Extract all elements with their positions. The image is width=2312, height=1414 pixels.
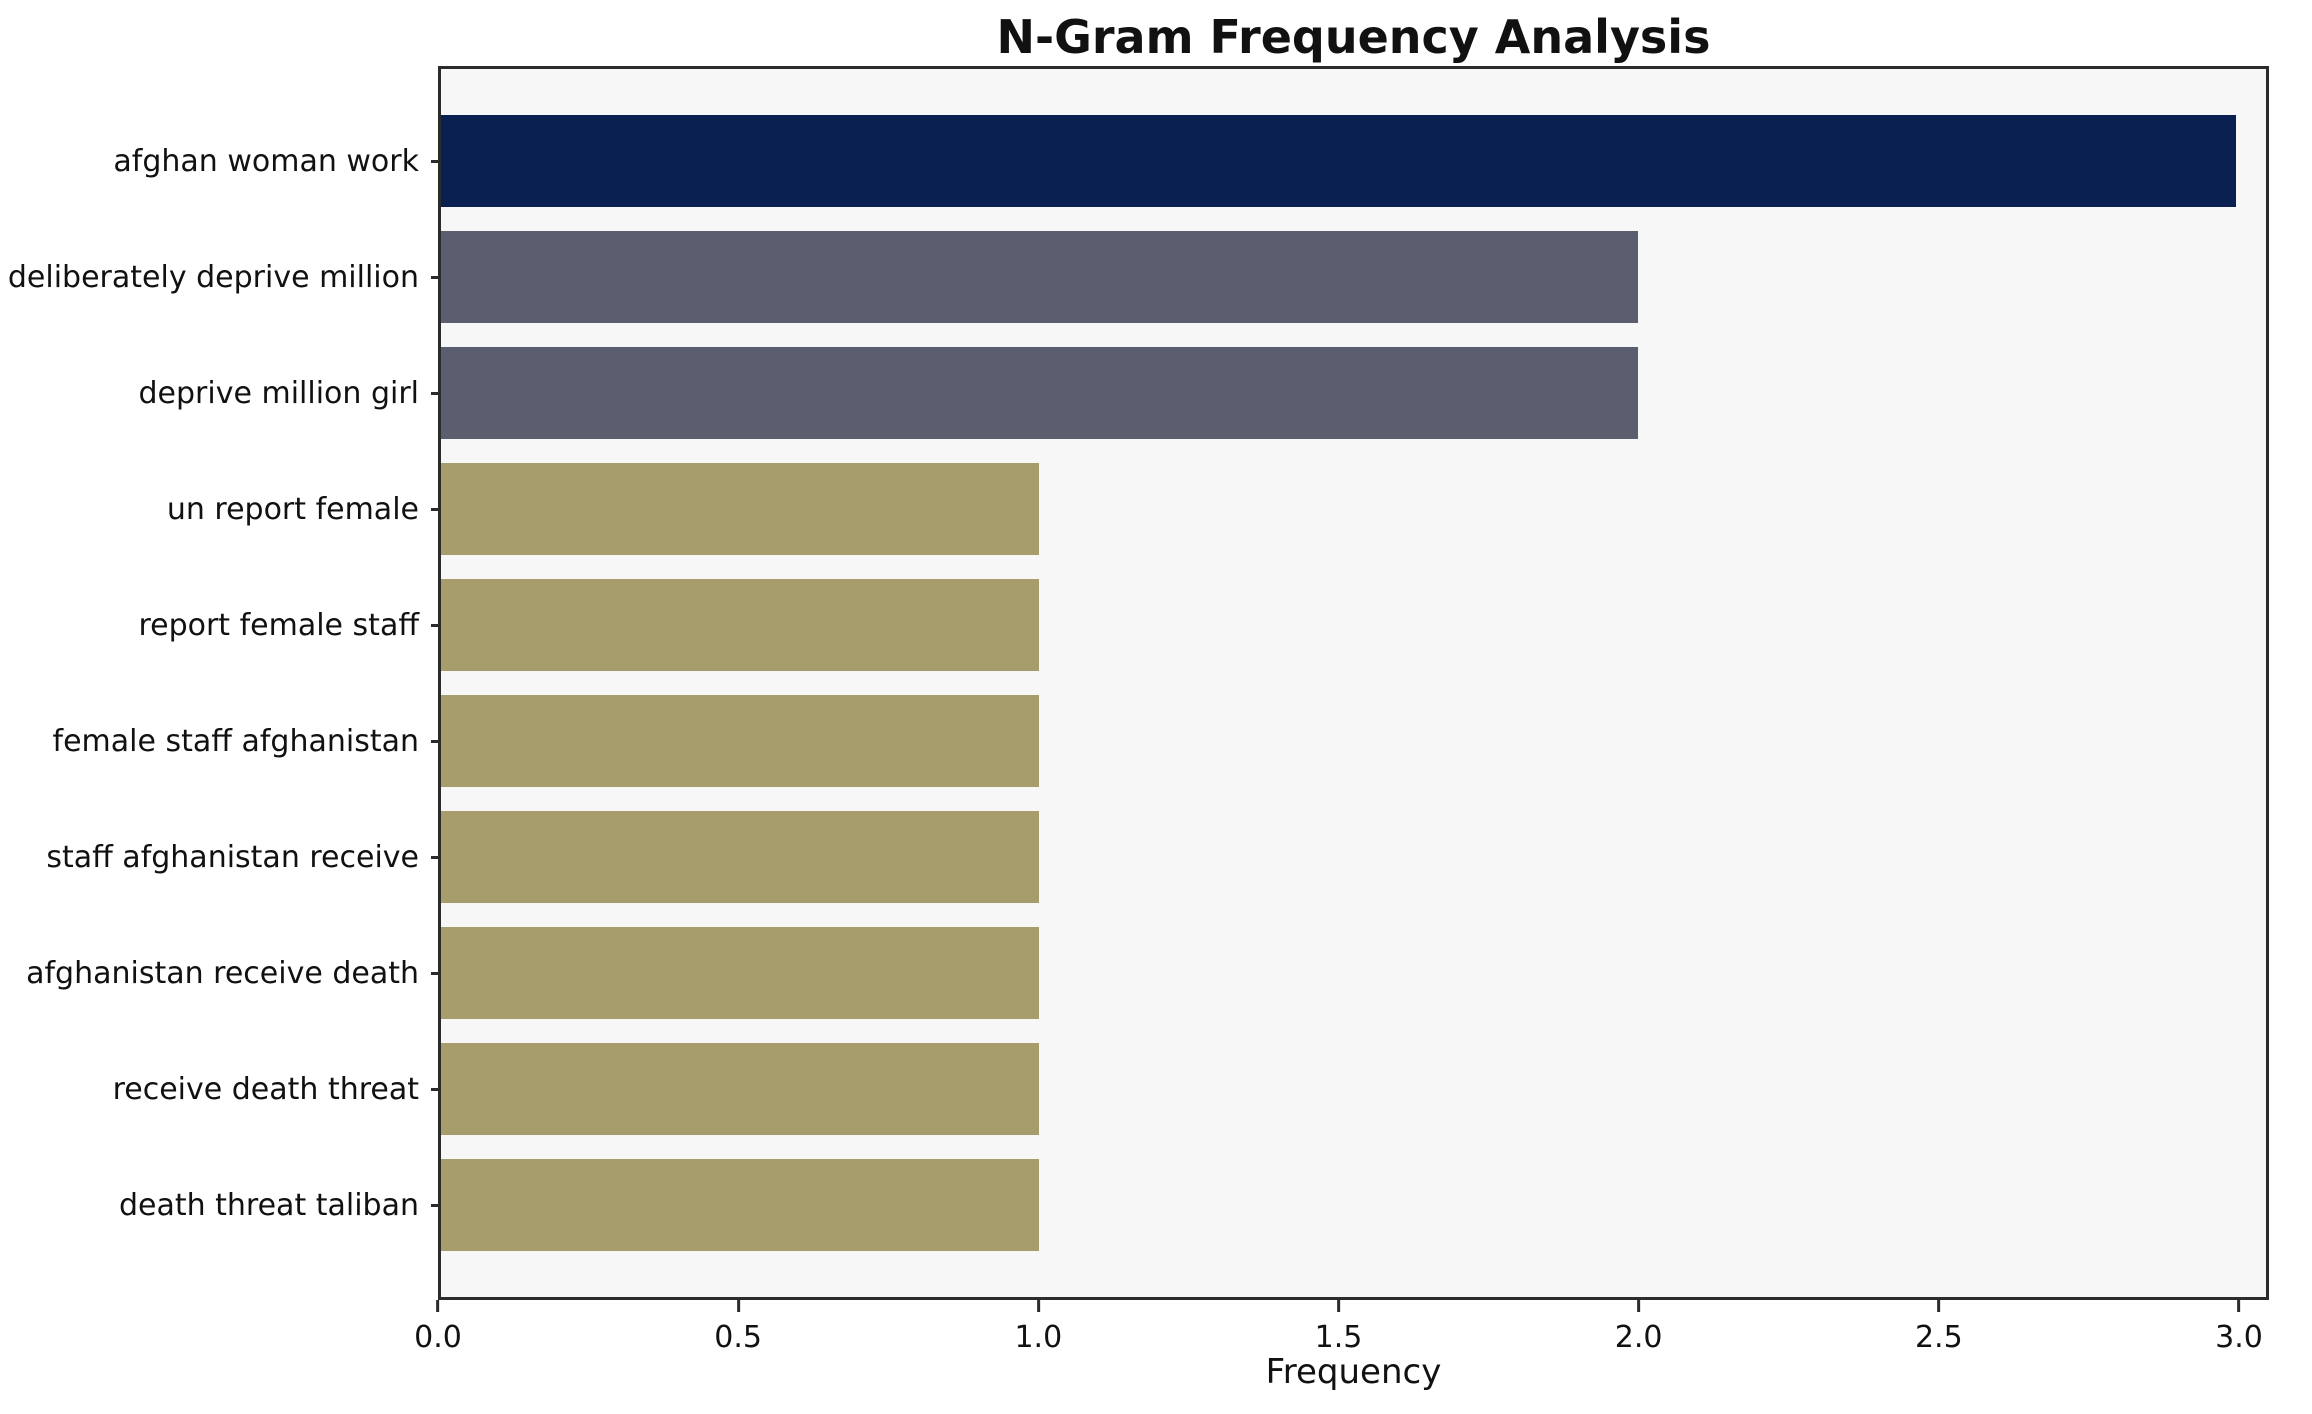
y-axis-category-label: staff afghanistan receive <box>46 839 419 875</box>
y-axis-category-label: female staff afghanistan <box>52 723 419 759</box>
bar <box>441 462 1040 556</box>
y-axis-tick-mark <box>431 159 441 163</box>
bar <box>441 346 1638 440</box>
x-axis-title: Frequency <box>1265 1352 1442 1392</box>
bar <box>441 1042 1040 1136</box>
y-axis-category-label: deprive million girl <box>138 375 419 411</box>
bar-row: deprive million girl <box>139 335 2266 451</box>
x-axis-tick-label: 1.5 <box>1314 1320 1363 1355</box>
y-axis-tick-mark <box>431 507 441 511</box>
bar <box>441 230 1638 324</box>
x-axis-tick-mark <box>436 1300 440 1312</box>
x-axis-tick-mark <box>1036 1300 1040 1312</box>
y-axis-tick-mark <box>431 971 441 975</box>
x-axis-tick: 1.0 <box>1014 1300 1062 1355</box>
y-axis-tick-mark <box>431 739 441 743</box>
x-axis-tick: 3.0 <box>2215 1300 2263 1355</box>
bar <box>441 694 1040 788</box>
bar-row: staff afghanistan receive <box>46 799 2266 915</box>
bar <box>441 1158 1040 1252</box>
x-axis-tick-label: 0.5 <box>714 1320 763 1355</box>
x-axis-tick-label: 2.5 <box>1914 1320 1963 1355</box>
y-axis-category-label: afghan woman work <box>113 143 419 179</box>
x-axis-tick-label: 0.0 <box>414 1320 462 1355</box>
bar <box>441 810 1040 904</box>
bar <box>441 114 2237 208</box>
y-axis-category-label: report female staff <box>138 607 419 643</box>
y-axis-tick-mark <box>431 1087 441 1091</box>
y-axis-tick-mark <box>431 623 441 627</box>
y-axis-category-label: un report female <box>166 491 419 527</box>
bar-row: afghan woman work <box>113 103 2266 219</box>
x-axis-tick: 2.0 <box>1615 1300 1663 1355</box>
x-axis-tick-label: 2.0 <box>1614 1320 1663 1355</box>
y-axis-tick-mark <box>431 855 441 859</box>
y-axis-category-label: death threat taliban <box>118 1187 419 1223</box>
y-axis-category-label: receive death threat <box>112 1071 419 1107</box>
bar-row: receive death threat <box>113 1031 2266 1147</box>
x-axis-tick-mark <box>1937 1300 1941 1312</box>
x-axis-tick: 2.5 <box>1915 1300 1963 1355</box>
bar-row: un report female <box>167 451 2266 567</box>
x-axis-tick-label: 3.0 <box>2215 1320 2263 1355</box>
chart-title: N-Gram Frequency Analysis <box>996 10 1711 64</box>
plot-area: afghan woman work deliberately deprive mi… <box>8 66 2269 1300</box>
x-axis-tick: 0.5 <box>714 1300 762 1355</box>
x-axis-tick-mark <box>736 1300 740 1312</box>
bar-row: death threat taliban <box>119 1147 2266 1263</box>
bar-row: report female staff <box>138 567 2266 683</box>
x-axis-tick: 0.0 <box>414 1300 462 1355</box>
x-axis-tick-label: 1.0 <box>1014 1320 1063 1355</box>
bar <box>441 578 1040 672</box>
bar-row: female staff afghanistan <box>53 683 2266 799</box>
bar <box>441 926 1040 1020</box>
x-axis-tick-mark <box>1336 1300 1340 1312</box>
x-axis-tick-mark <box>1637 1300 1641 1312</box>
y-axis-category-label: afghanistan receive death <box>26 955 419 991</box>
y-axis-tick-mark <box>431 1203 441 1207</box>
x-axis-tick-mark <box>2237 1300 2241 1312</box>
x-axis: 0.0 0.5 1.0 1.5 2.0 2.5 3.0 <box>414 1300 2269 1370</box>
bars-container: afghan woman work deliberately deprive mi… <box>8 103 2266 1263</box>
y-axis-tick-mark <box>431 391 441 395</box>
bar-row: afghanistan receive death <box>26 915 2266 1031</box>
y-axis-category-label: deliberately deprive million <box>7 259 419 295</box>
y-axis-tick-mark <box>431 275 441 279</box>
x-axis-tick: 1.5 <box>1314 1300 1363 1355</box>
bar-row: deliberately deprive million <box>8 219 2266 335</box>
